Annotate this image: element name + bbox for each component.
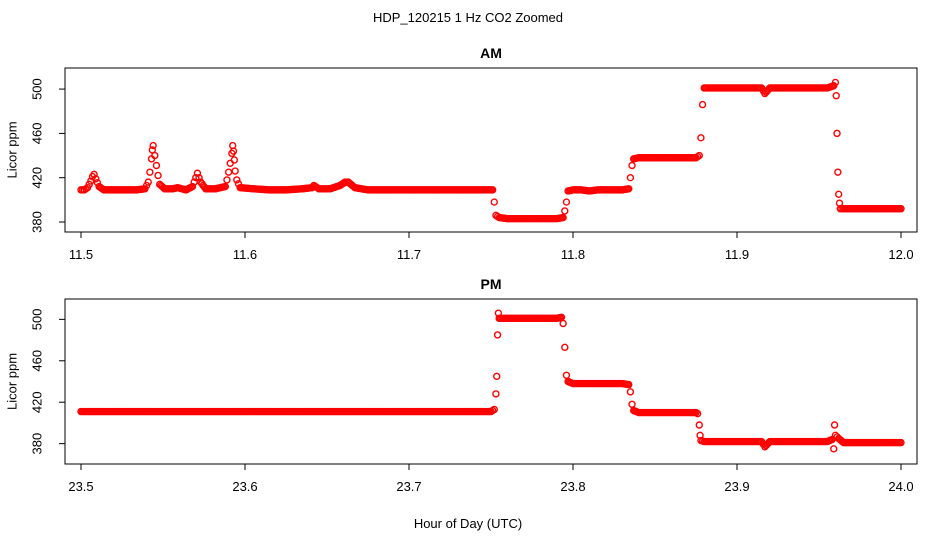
y-tick-label: 380	[29, 433, 44, 455]
data-point	[90, 170, 98, 179]
data-point	[231, 167, 239, 175]
x-tick-label: 24.0	[888, 479, 913, 494]
data-point	[92, 175, 100, 183]
y-tick-label: 460	[29, 123, 44, 145]
panel-title-am: AM	[480, 45, 502, 61]
data-points	[77, 78, 905, 223]
data-point	[229, 147, 238, 155]
data-point	[830, 445, 838, 453]
data-point	[625, 380, 633, 389]
data-point	[626, 388, 635, 396]
data-point	[562, 371, 571, 379]
data-point	[193, 169, 202, 177]
y-tick-label: 420	[29, 167, 44, 189]
y-tick-label: 500	[29, 309, 44, 331]
y-axis-label: Licor ppm	[4, 121, 19, 178]
x-tick-label: 11.5	[69, 247, 93, 262]
data-point	[493, 372, 501, 381]
data-point	[493, 331, 502, 339]
data-point	[626, 173, 635, 182]
data-point	[830, 421, 839, 429]
data-point	[698, 100, 707, 109]
data-point	[492, 390, 500, 398]
data-point	[831, 78, 840, 87]
data-point	[832, 92, 840, 100]
x-tick-label: 11.6	[233, 247, 257, 262]
data-point	[233, 176, 241, 184]
data-point	[834, 168, 842, 176]
x-tick-label: 11.9	[725, 247, 749, 262]
data-point	[195, 173, 203, 182]
x-tick-label: 23.8	[560, 479, 585, 494]
figure-xlabel: Hour of Day (UTC)	[414, 516, 522, 531]
data-point	[561, 207, 569, 215]
data-point	[834, 190, 843, 199]
data-point	[561, 343, 569, 352]
data-point	[559, 319, 567, 328]
data-point	[695, 421, 703, 429]
data-point	[490, 405, 498, 414]
plot-frame	[64, 67, 918, 233]
data-point	[897, 438, 905, 447]
y-axis-label: Licor ppm	[4, 353, 19, 410]
data-point	[146, 168, 154, 176]
data-points	[77, 309, 905, 453]
data-point	[562, 198, 571, 206]
data-point	[154, 171, 162, 180]
data-point	[149, 141, 157, 150]
y-tick-label: 420	[29, 391, 44, 413]
data-point	[628, 400, 636, 408]
data-point	[221, 182, 230, 191]
data-point	[223, 176, 231, 184]
x-tick-label: 23.9	[724, 479, 749, 494]
y-tick-label: 460	[29, 350, 44, 372]
data-point	[897, 205, 905, 213]
x-tick-label: 23.6	[232, 479, 257, 494]
data-point	[628, 161, 636, 170]
data-point	[224, 168, 233, 176]
data-point	[192, 173, 200, 182]
panel-pm: PM 23.5 23.6 23.7 23.8 23.9 24.0 380 420 460 500 Li…	[4, 276, 918, 494]
data-point	[144, 178, 152, 186]
figure-title: HDP_120215 1 Hz CO2 Zoomed	[373, 10, 563, 25]
data-point	[230, 156, 239, 164]
data-point	[188, 182, 197, 191]
data-point	[695, 151, 703, 160]
x-tick-label: 11.7	[397, 247, 421, 262]
data-point	[152, 161, 161, 170]
x-tick-label: 12.0	[888, 247, 913, 262]
panel-title-pm: PM	[481, 276, 502, 292]
x-tick-label: 11.8	[561, 247, 585, 262]
data-point	[490, 198, 498, 206]
y-tick-label: 500	[29, 78, 44, 100]
data-point	[697, 134, 705, 142]
x-tick-label: 23.5	[68, 479, 93, 494]
y-tick-label: 380	[29, 211, 44, 233]
data-point	[833, 129, 841, 138]
panel-am: AM 11.5 11.6 11.7 11.8 11.9 12.0 380 420 460 500 Li…	[4, 45, 918, 262]
data-point	[151, 151, 159, 160]
data-point	[693, 409, 702, 418]
data-point	[559, 213, 567, 222]
data-point	[625, 185, 633, 193]
x-tick-label: 23.7	[396, 479, 421, 494]
data-point	[488, 186, 497, 194]
